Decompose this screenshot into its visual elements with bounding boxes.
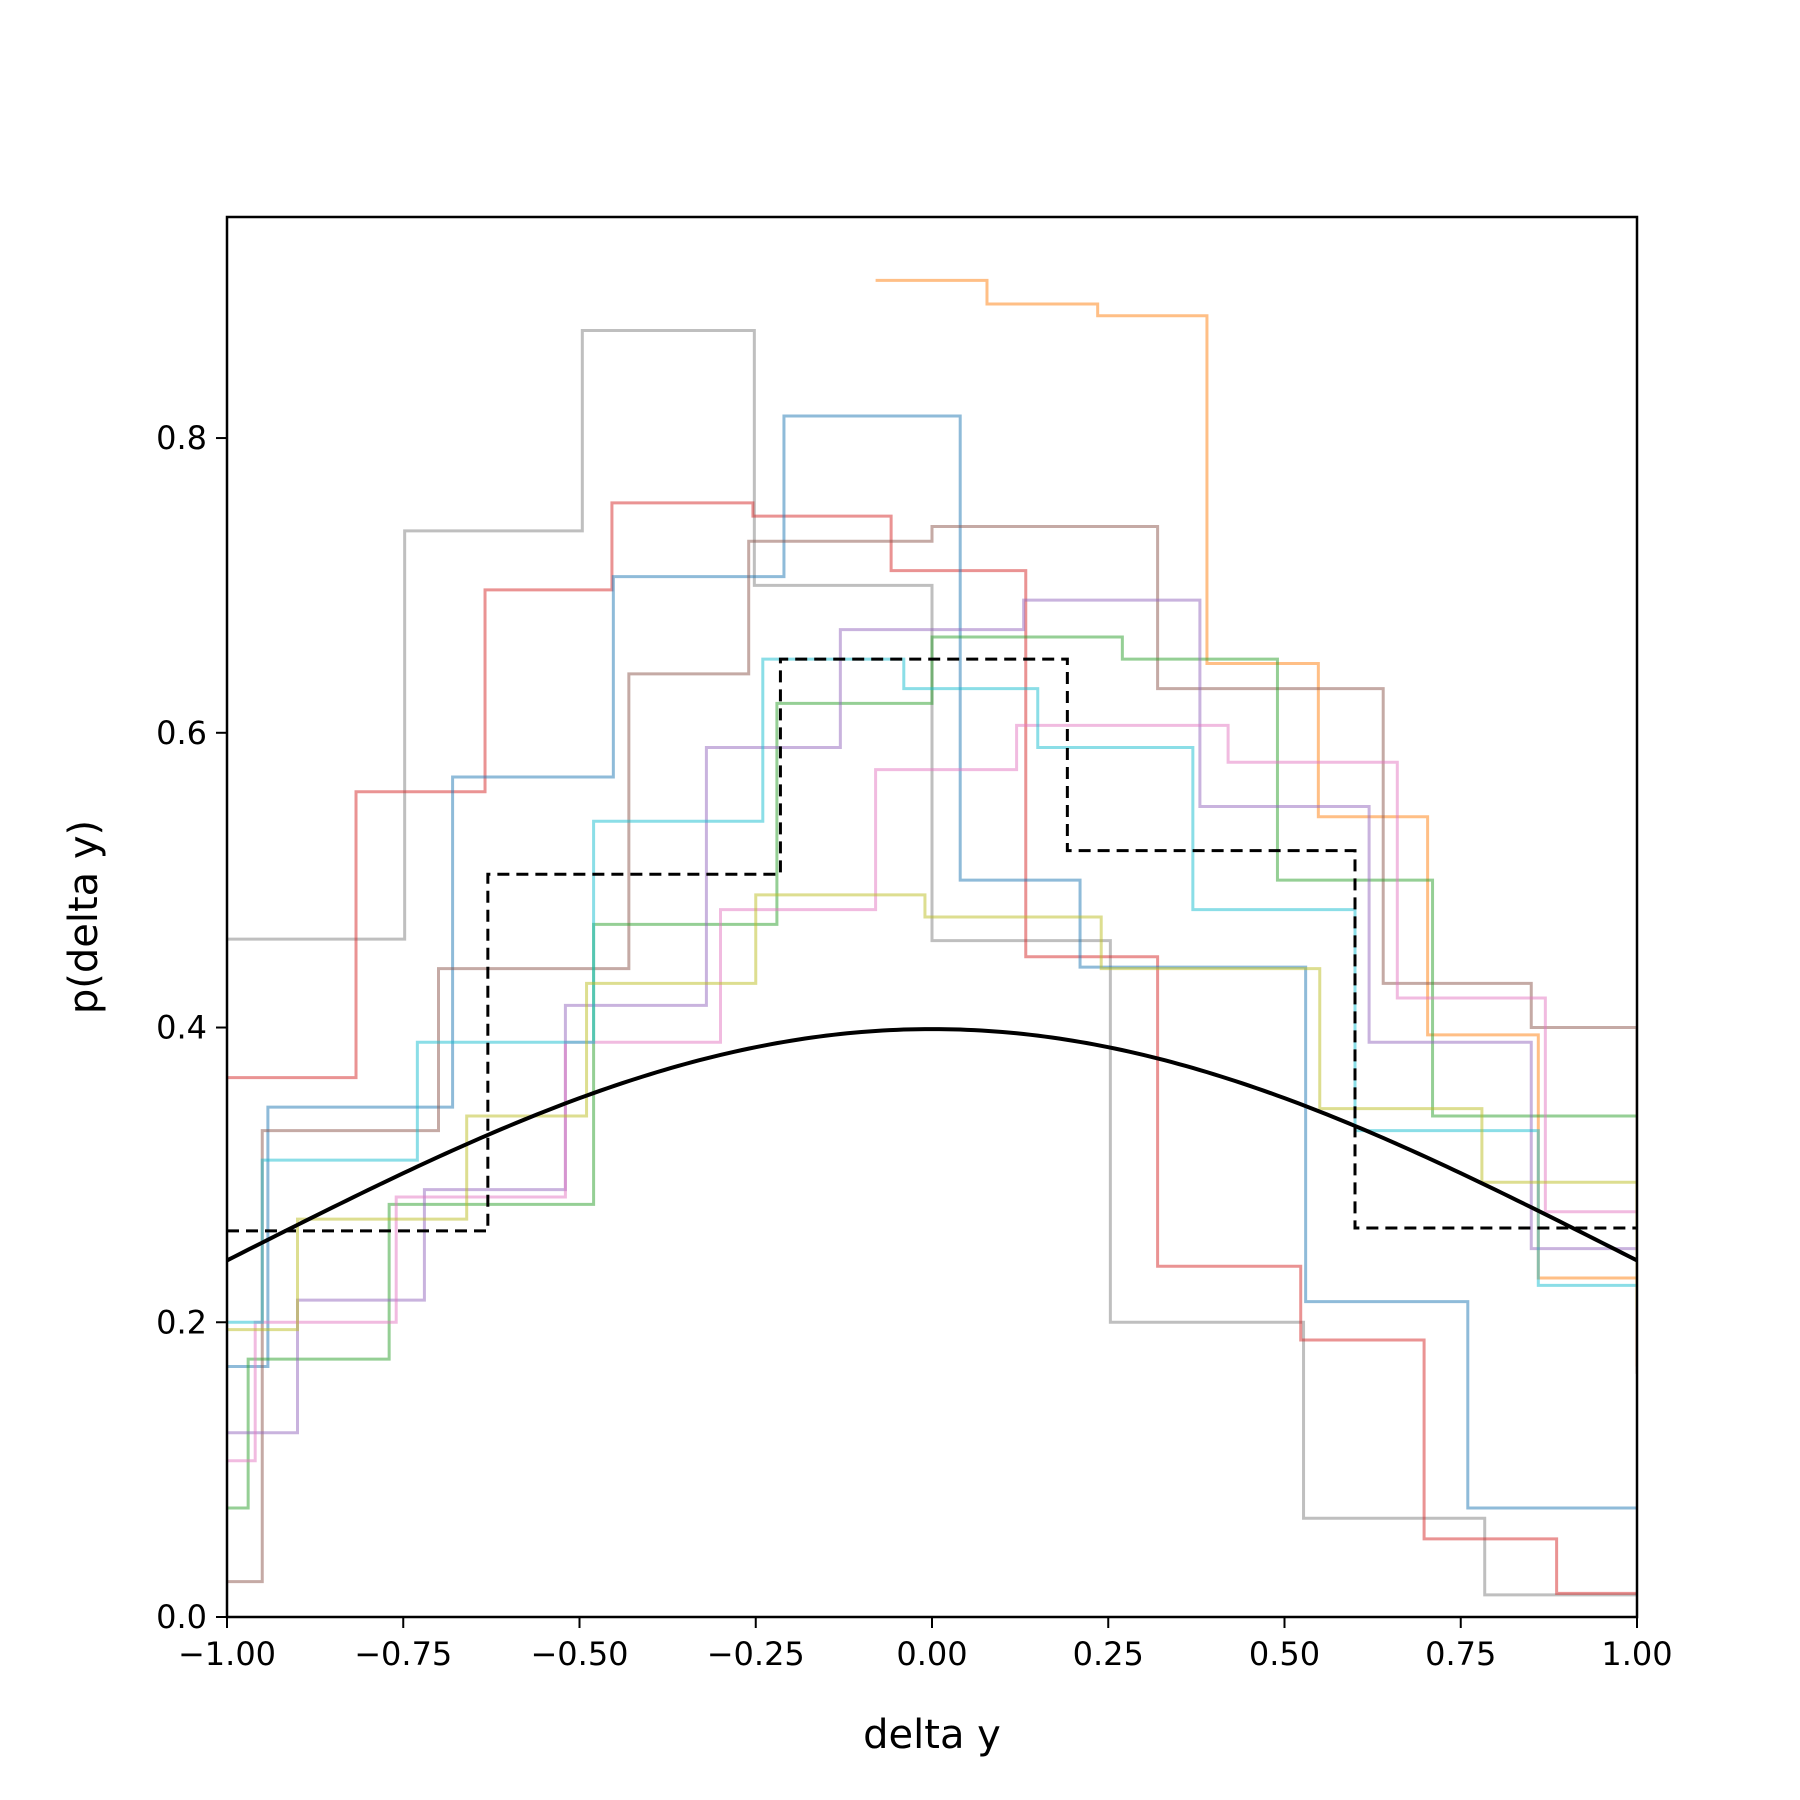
x-tick-label: −0.25 bbox=[707, 1635, 805, 1673]
normal-pdf-curve bbox=[227, 1027, 1637, 1263]
reference-histogram bbox=[227, 657, 1637, 1233]
x-tick-label: 1.00 bbox=[1601, 1635, 1672, 1673]
x-tick-label: −1.00 bbox=[178, 1635, 276, 1673]
x-axis-label: delta y bbox=[863, 1712, 1001, 1758]
sample-histogram bbox=[227, 328, 1637, 1597]
x-tick-label: 0.75 bbox=[1425, 1635, 1496, 1673]
x-tick-label: −0.75 bbox=[354, 1635, 452, 1673]
sample-histogram bbox=[227, 598, 1637, 1435]
x-tick-label: 0.00 bbox=[896, 1635, 967, 1673]
x-tick-label: −0.50 bbox=[530, 1635, 628, 1673]
series-layer bbox=[227, 278, 1637, 1597]
y-tick-label: 0.2 bbox=[156, 1303, 207, 1341]
sample-histogram bbox=[227, 524, 1637, 1584]
y-tick-label: 0.6 bbox=[156, 714, 207, 752]
sample-histogram bbox=[227, 893, 1637, 1332]
y-tick-label: 0.4 bbox=[156, 1009, 207, 1047]
sample-histogram bbox=[227, 723, 1637, 1463]
sample-histogram bbox=[227, 414, 1637, 1510]
y-axis-label: p(delta y) bbox=[61, 820, 107, 1014]
x-axis: −1.00 −0.75 −0.50 −0.25 0.00 0.25 0.50 0.75 1.00 bbox=[178, 1617, 1673, 1673]
sample-histogram bbox=[227, 635, 1637, 1510]
x-tick-label: 0.25 bbox=[1073, 1635, 1144, 1673]
y-axis: 0.0 0.2 0.4 0.6 0.8 bbox=[156, 419, 227, 1636]
y-tick-label: 0.0 bbox=[156, 1598, 207, 1636]
y-tick-label: 0.8 bbox=[156, 419, 207, 457]
sample-histogram bbox=[227, 501, 1637, 1595]
x-tick-label: 0.50 bbox=[1249, 1635, 1320, 1673]
